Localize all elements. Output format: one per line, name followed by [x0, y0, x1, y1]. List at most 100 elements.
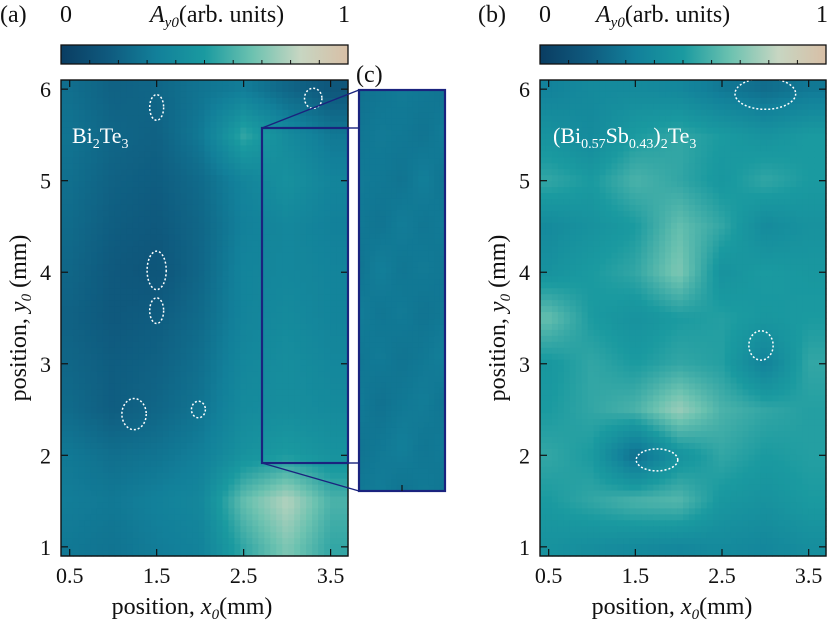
- panel-a-cell: [270, 306, 277, 313]
- panel-c-cell: [402, 324, 408, 332]
- panel-a-cell: [270, 526, 277, 533]
- panel-a-cell: [312, 181, 319, 188]
- panel-a-cell: [84, 407, 92, 414]
- panel-a-cell: [240, 371, 247, 379]
- panel-a-cell: [324, 514, 331, 521]
- panel-c-cell: [428, 170, 435, 177]
- panel-a-cell: [126, 276, 134, 283]
- panel-a-cell: [288, 91, 295, 99]
- panel-a-cell: [96, 157, 104, 164]
- panel-a-cell: [324, 228, 331, 236]
- panel-a-cell: [126, 318, 134, 325]
- panel-a-cell: [318, 169, 325, 176]
- panel-c-cell: [364, 290, 371, 297]
- panel-a-cell: [288, 466, 295, 474]
- panel-a-cell: [336, 466, 343, 474]
- panel-c-cell: [369, 301, 376, 309]
- panel-a-cell: [132, 270, 140, 277]
- panel-c-cell: [391, 405, 398, 412]
- x-tick-label: 2.5: [230, 563, 258, 588]
- panel-c-cell: [369, 112, 376, 120]
- panel-c-cell: [369, 399, 376, 406]
- panel-a-cell: [84, 85, 92, 93]
- panel-c-cell: [359, 158, 365, 166]
- panel-a-cell: [66, 520, 74, 527]
- panel-c-cell: [359, 319, 365, 326]
- panel-c-cell: [434, 410, 441, 418]
- panel-a-cell: [252, 484, 259, 492]
- panel-a-cell: [312, 401, 319, 408]
- panel-a-cell: [276, 312, 283, 319]
- panel-a-cell: [108, 347, 116, 355]
- panel-a-cell: [264, 115, 271, 123]
- panel-c-cell: [369, 364, 376, 372]
- panel-a-cell: [228, 210, 235, 218]
- panel-a-cell: [276, 121, 283, 129]
- panel-c-cell: [439, 101, 446, 108]
- panel-a-cell: [144, 151, 152, 158]
- panel-a-cell: [288, 240, 295, 248]
- panel-a-cell: [102, 216, 110, 224]
- panel-a-cell: [156, 312, 164, 319]
- panel-c-cell: [385, 479, 392, 486]
- panel-c-cell: [375, 456, 382, 463]
- panel-a-cell: [342, 401, 349, 408]
- panel-c-cell: [369, 439, 376, 446]
- panel-c-cell: [434, 324, 441, 332]
- panel-c-cell: [412, 445, 419, 452]
- panel-a-cell: [252, 246, 259, 254]
- panel-c-cell: [412, 112, 419, 120]
- panel-a-cell: [78, 520, 86, 527]
- panel-a-cell: [126, 329, 134, 337]
- panel-a-cell: [138, 222, 146, 230]
- panel-a-cell: [72, 300, 80, 307]
- panel-a-cell: [306, 371, 313, 379]
- panel-a-cell: [186, 157, 194, 164]
- panel-a-cell: [174, 383, 182, 390]
- panel-a-cell: [324, 359, 331, 367]
- panel-a-cell: [138, 550, 146, 557]
- panel-c-cell: [428, 347, 435, 355]
- panel-a-cell: [228, 508, 235, 515]
- panel-c-cell: [396, 399, 403, 406]
- panel-c-cell: [439, 399, 446, 406]
- panel-c-cell: [423, 342, 430, 349]
- panel-c-cell: [375, 336, 382, 343]
- panel-a-cell: [216, 371, 224, 379]
- panel-a-cell: [144, 204, 152, 212]
- panel-c-cell: [364, 164, 371, 171]
- panel-a-cell: [156, 419, 164, 426]
- panel-a-cell: [216, 300, 224, 307]
- panel-a-cell: [150, 508, 158, 515]
- panel-a-cell: [61, 454, 68, 462]
- panel-a-cell: [102, 282, 110, 289]
- panel-a-cell: [288, 413, 295, 420]
- panel-a-cell: [342, 502, 349, 509]
- panel-a-cell: [270, 544, 277, 551]
- panel-a-cell: [324, 526, 331, 533]
- panel-c-cell: [423, 353, 430, 360]
- panel-a-cell: [204, 139, 212, 147]
- panel-c-cell: [423, 130, 430, 137]
- panel-a-cell: [84, 91, 92, 99]
- panel-a-cell: [210, 246, 218, 254]
- panel-c-cell: [418, 410, 425, 418]
- panel-a-cell: [168, 103, 176, 111]
- panel-a-cell: [120, 175, 128, 182]
- panel-a-cell: [282, 526, 289, 533]
- panel-c-cell: [375, 347, 382, 355]
- panel-a-cell: [186, 264, 194, 271]
- panel-a-cell: [216, 127, 224, 135]
- panel-c-cell: [423, 153, 430, 160]
- panel-a-cell: [168, 133, 176, 141]
- panel-a-cell: [204, 276, 212, 283]
- panel-a-cell: [294, 91, 301, 99]
- panel-a-cell: [294, 508, 301, 515]
- panel-a-cell: [228, 353, 235, 361]
- panel-a-cell: [174, 496, 182, 504]
- panel-a-cell: [228, 490, 235, 498]
- panel-a-cell: [78, 365, 86, 373]
- panel-a-cell: [270, 472, 277, 480]
- panel-a-cell: [114, 193, 122, 200]
- panel-a-cell: [222, 282, 230, 289]
